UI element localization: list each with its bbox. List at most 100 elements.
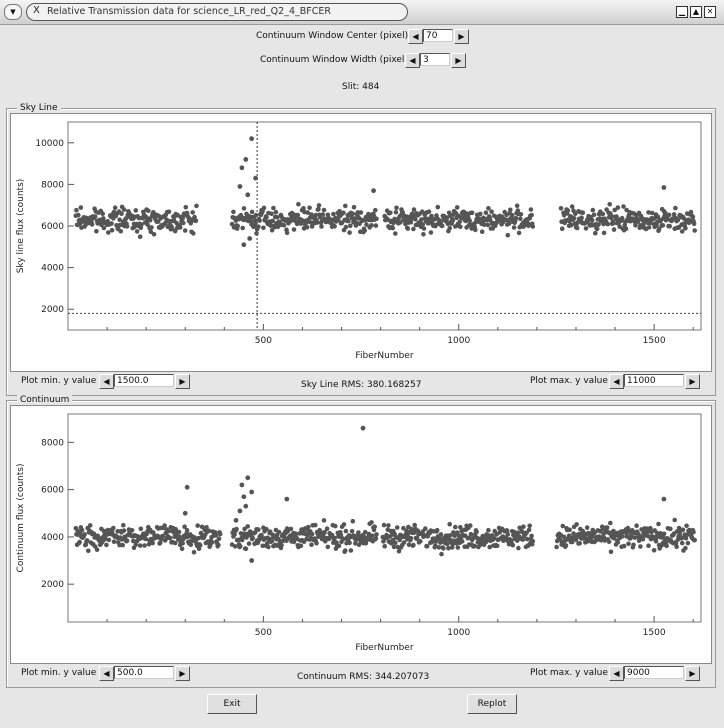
data-point <box>527 523 532 529</box>
data-point <box>589 217 595 223</box>
data-point <box>256 527 261 532</box>
data-point <box>648 220 653 226</box>
cont-min-decrement-button[interactable]: ◀ <box>99 666 114 681</box>
data-point <box>573 211 578 216</box>
data-point <box>634 523 639 528</box>
data-point <box>106 537 112 543</box>
sky-min-field[interactable]: 1500.0 <box>114 374 174 387</box>
data-point <box>181 220 186 226</box>
data-point <box>156 219 161 224</box>
data-point <box>150 540 155 546</box>
data-point <box>511 225 517 230</box>
window-titlebar[interactable]: ▼ X Relative Transmission data for scien… <box>0 0 724 25</box>
data-point <box>109 227 115 233</box>
data-point <box>673 205 678 211</box>
sky-rms-label: Sky Line RMS: 380.168257 <box>301 380 422 390</box>
data-point <box>137 234 143 239</box>
y-axis-label: Sky line flux (counts) <box>16 179 26 274</box>
data-point <box>611 220 616 226</box>
continuum-scatter-chart: 500 1000 1500 2000 4000 6000 8000 FiberNumber Co… <box>16 413 702 653</box>
data-point <box>184 528 190 533</box>
data-point <box>356 530 361 535</box>
data-point <box>619 215 625 221</box>
continuum-plot: 500 1000 1500 2000 4000 6000 8000 FiberNumber Co… <box>10 405 712 664</box>
data-point <box>411 226 416 232</box>
data-point <box>177 534 182 539</box>
data-point <box>481 222 487 227</box>
data-point <box>631 542 636 548</box>
data-point <box>102 536 108 542</box>
data-point <box>374 216 379 222</box>
data-point <box>394 205 399 211</box>
sky-line-frame-title: Sky Line <box>17 103 61 113</box>
data-point <box>514 538 520 543</box>
data-point <box>305 210 311 215</box>
replot-button[interactable]: Replot <box>467 694 517 714</box>
center-value-field[interactable]: 70 <box>423 29 453 42</box>
width-increment-button[interactable]: ▶ <box>451 53 466 68</box>
maximize-button[interactable]: ▲ <box>690 6 702 18</box>
data-point <box>438 532 444 537</box>
x-axis-label: FiberNumber <box>355 643 413 653</box>
data-point <box>411 530 417 536</box>
sky-min-decrement-button[interactable]: ◀ <box>99 374 114 389</box>
center-decrement-button[interactable]: ◀ <box>408 29 423 44</box>
data-point <box>558 206 564 211</box>
data-point <box>508 207 513 213</box>
data-point <box>250 535 255 541</box>
data-point <box>633 223 638 228</box>
data-point <box>457 219 463 225</box>
cont-max-decrement-button[interactable]: ◀ <box>609 666 624 681</box>
data-point <box>609 213 614 219</box>
width-value-field[interactable]: 3 <box>420 53 450 66</box>
cont-max-label: Plot max. y value <box>530 668 608 678</box>
sky-min-increment-button[interactable]: ▶ <box>175 374 190 389</box>
data-point <box>568 222 574 228</box>
sky-max-decrement-button[interactable]: ◀ <box>609 374 624 389</box>
data-point <box>353 541 358 546</box>
data-point <box>324 526 330 531</box>
data-point <box>509 212 515 218</box>
data-point <box>579 215 584 220</box>
data-point <box>444 541 450 547</box>
data-point <box>76 212 81 218</box>
window-menu-button[interactable]: ▼ <box>4 4 22 20</box>
data-point <box>145 222 150 227</box>
sky-max-increment-button[interactable]: ▶ <box>685 374 700 389</box>
cont-max-field[interactable]: 9000 <box>624 666 684 679</box>
data-point <box>111 525 116 531</box>
cont-max-increment-button[interactable]: ▶ <box>685 666 700 681</box>
data-point <box>656 226 662 232</box>
sky-max-field[interactable]: 11000 <box>624 374 684 387</box>
data-point <box>656 521 661 527</box>
data-point <box>119 211 124 216</box>
data-point <box>194 203 199 209</box>
data-point <box>447 225 453 231</box>
outlier-point <box>243 503 249 509</box>
data-point <box>406 542 412 547</box>
data-point <box>439 223 445 229</box>
data-point <box>529 533 534 539</box>
close-button[interactable]: ✕ <box>704 6 716 18</box>
center-label: Continuum Window Center (pixel) <box>256 31 409 41</box>
data-point <box>411 207 417 212</box>
data-point <box>260 543 265 549</box>
data-point <box>106 230 111 235</box>
data-point <box>621 543 627 549</box>
cont-min-increment-button[interactable]: ▶ <box>175 666 190 681</box>
data-point <box>486 527 491 533</box>
data-point <box>101 216 106 221</box>
minimize-button[interactable]: ▁ <box>676 6 688 18</box>
y-axis-label: Continuum flux (counts) <box>16 464 26 573</box>
width-decrement-button[interactable]: ◀ <box>405 53 420 68</box>
data-point <box>139 222 144 227</box>
cont-min-field[interactable]: 500.0 <box>114 666 174 679</box>
data-point <box>453 524 458 530</box>
data-point <box>455 545 461 550</box>
y-tick-label: 8000 <box>41 180 64 190</box>
data-point <box>611 227 617 232</box>
exit-button[interactable]: Exit <box>207 694 257 714</box>
data-point <box>483 210 489 215</box>
data-point <box>320 212 326 217</box>
center-increment-button[interactable]: ▶ <box>454 29 469 44</box>
